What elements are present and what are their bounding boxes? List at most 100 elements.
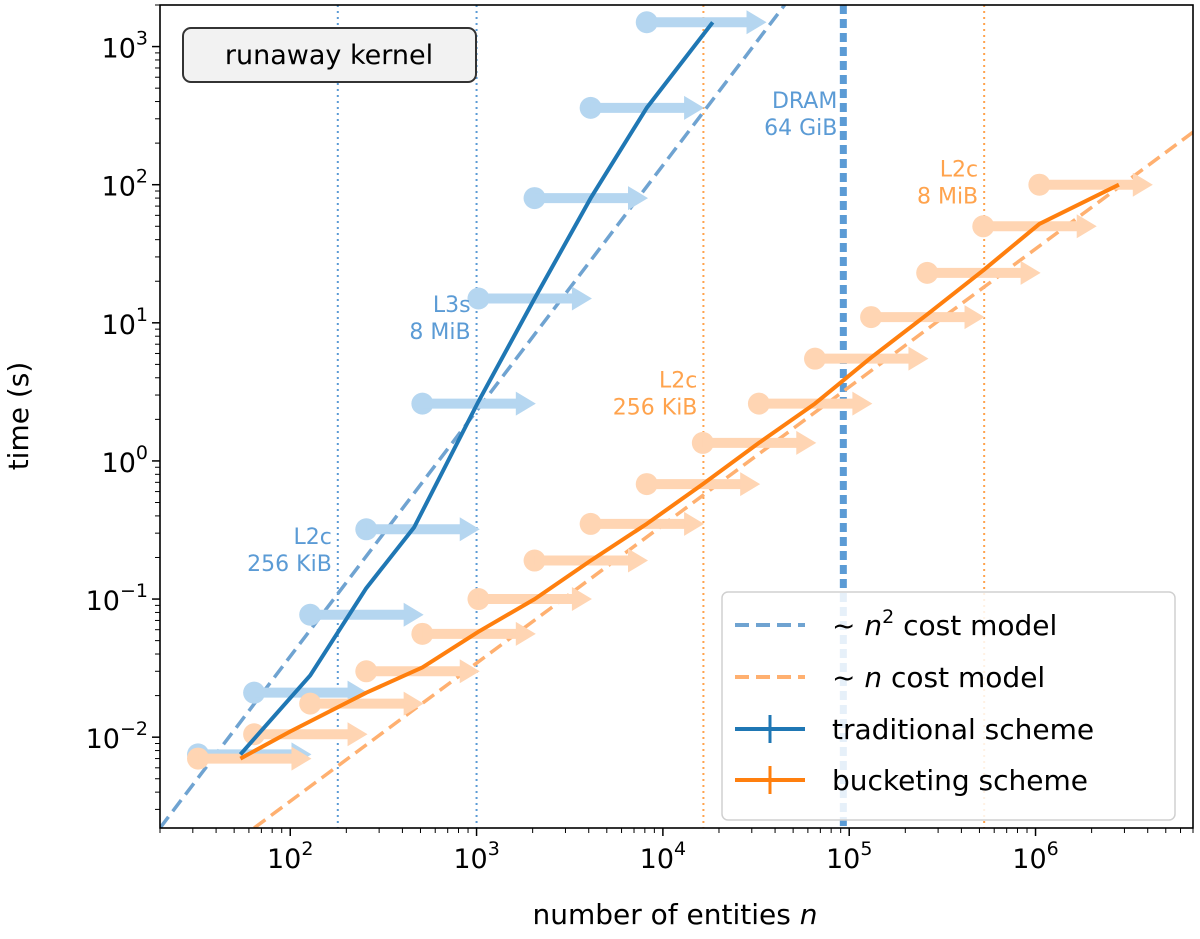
arrow-head xyxy=(684,95,705,120)
arrow-bucketing-9 xyxy=(187,746,312,771)
title-box: runaway kernel xyxy=(182,27,477,83)
arrow-head xyxy=(459,659,480,684)
arrow-bucketing-14 xyxy=(467,587,592,612)
arrow-bucketing-13 xyxy=(411,621,536,646)
arrow-head xyxy=(403,602,424,627)
arrow-bucketing-21 xyxy=(860,305,985,330)
tick-label-exp: 5 xyxy=(860,838,872,860)
legend-var: n xyxy=(864,661,882,694)
tick-label-base: 10 xyxy=(267,844,301,875)
arrow-head xyxy=(1020,260,1041,285)
legend-label-text: traditional scheme xyxy=(832,713,1094,746)
arrow-head xyxy=(571,286,592,311)
vline-label-line: 8 MiB xyxy=(917,184,978,209)
vline-label-1: L3s 8 MiB xyxy=(409,293,470,345)
arrow-start-dot xyxy=(243,723,266,746)
arrow-head xyxy=(1132,172,1153,197)
x-tick-label: 104 xyxy=(640,838,686,875)
x-tick-label: 105 xyxy=(826,838,872,875)
tick-label-exp: 3 xyxy=(488,838,500,860)
y-tick-label: 100 xyxy=(102,442,148,479)
legend-label: traditional scheme xyxy=(832,713,1094,746)
vline-label-3: DRAM 64 GiB xyxy=(764,89,837,141)
arrow-head xyxy=(403,691,424,716)
vline-label-4: L2c 8 MiB xyxy=(917,157,978,209)
arrow-head xyxy=(684,511,705,536)
y-tick-label: 103 xyxy=(102,28,148,65)
arrow-head xyxy=(347,722,368,747)
vline-label-2: L2c 256 KiB xyxy=(613,369,698,421)
tick-label-base: 10 xyxy=(102,310,136,341)
arrow-traditional-5 xyxy=(467,286,592,311)
vline-label-line: DRAM xyxy=(772,89,837,114)
arrow-bucketing-23 xyxy=(972,214,1097,239)
arrow-bucketing-20 xyxy=(804,346,929,371)
tick-label-exp: 6 xyxy=(1047,838,1059,860)
arrow-head xyxy=(908,346,929,371)
vline-label-line: 256 KiB xyxy=(613,396,698,421)
y-tick-label: 102 xyxy=(102,166,148,203)
arrow-bucketing-17 xyxy=(635,472,761,497)
vline-label-line: L2c xyxy=(659,369,697,394)
tick-label-base: 10 xyxy=(102,34,136,65)
arrow-traditional-4 xyxy=(411,391,536,416)
tick-label-base: 10 xyxy=(1012,844,1046,875)
tick-label-base: 10 xyxy=(826,844,860,875)
legend-entry-0: ~ n2 cost model xyxy=(735,606,1057,642)
chart-title: runaway kernel xyxy=(225,40,433,71)
arrow-head xyxy=(1076,214,1097,239)
arrow-bucketing-24 xyxy=(1028,172,1153,197)
vline-label-0: L2c 256 KiB xyxy=(247,525,332,577)
plot-frame xyxy=(159,4,1194,829)
legend-entry-2: traditional scheme xyxy=(735,713,1094,746)
arrow-head xyxy=(571,587,592,612)
tick-label-exp: −1 xyxy=(120,580,148,602)
arrow-bucketing-15 xyxy=(523,548,649,573)
tick-label-base: 10 xyxy=(102,448,136,479)
vline-label-line: 64 GiB xyxy=(764,116,837,141)
arrow-bucketing-19 xyxy=(747,391,873,416)
tick-label-exp: 2 xyxy=(136,166,148,188)
vline-label-line: L3s xyxy=(433,293,471,318)
legend-symbol: ~ xyxy=(832,661,864,694)
traditional-series-line xyxy=(238,21,715,756)
legend-symbol: ~ xyxy=(832,609,864,642)
y-tick-label: 10−2 xyxy=(86,718,148,755)
vline-label-line: 8 MiB xyxy=(409,320,470,345)
tick-label-base: 10 xyxy=(86,724,120,755)
legend-label: ~ n2 cost model xyxy=(832,606,1057,642)
tick-label-base: 10 xyxy=(102,172,136,203)
arrow-start-dot xyxy=(243,681,266,704)
tick-label-exp: 4 xyxy=(674,838,686,860)
arrow-bucketing-10 xyxy=(243,722,368,747)
x-tick-label: 106 xyxy=(1012,838,1058,875)
legend-rest: cost model xyxy=(894,609,1057,642)
arrow-head xyxy=(852,391,873,416)
legend-var: n xyxy=(864,609,882,642)
arrow-head xyxy=(746,10,767,35)
arrow-bucketing-22 xyxy=(916,260,1041,285)
legend-box xyxy=(721,591,1176,821)
tick-label-exp: 2 xyxy=(301,838,313,860)
arrow-traditional-7 xyxy=(579,95,705,120)
arrow-bucketing-18 xyxy=(691,430,817,455)
tick-label-base: 10 xyxy=(640,844,674,875)
arrow-head xyxy=(964,305,985,330)
arrow-head xyxy=(628,186,649,211)
vline-label-line: 256 KiB xyxy=(247,552,332,577)
y-axis-label: time (s) xyxy=(2,362,35,471)
x-axis-label-var: n xyxy=(800,898,818,931)
tick-label-exp: 0 xyxy=(136,442,148,464)
tick-label-base: 10 xyxy=(86,586,120,617)
model-line-n xyxy=(253,130,1193,828)
legend-entry-1: ~ n cost model xyxy=(735,661,1045,694)
y-tick-label: 10−1 xyxy=(86,580,148,617)
legend-rest: cost model xyxy=(882,661,1045,694)
legend-label: bucketing scheme xyxy=(832,764,1088,797)
arrow-traditional-2 xyxy=(299,602,424,627)
arrow-head xyxy=(796,430,817,455)
arrow-traditional-6 xyxy=(523,186,649,211)
